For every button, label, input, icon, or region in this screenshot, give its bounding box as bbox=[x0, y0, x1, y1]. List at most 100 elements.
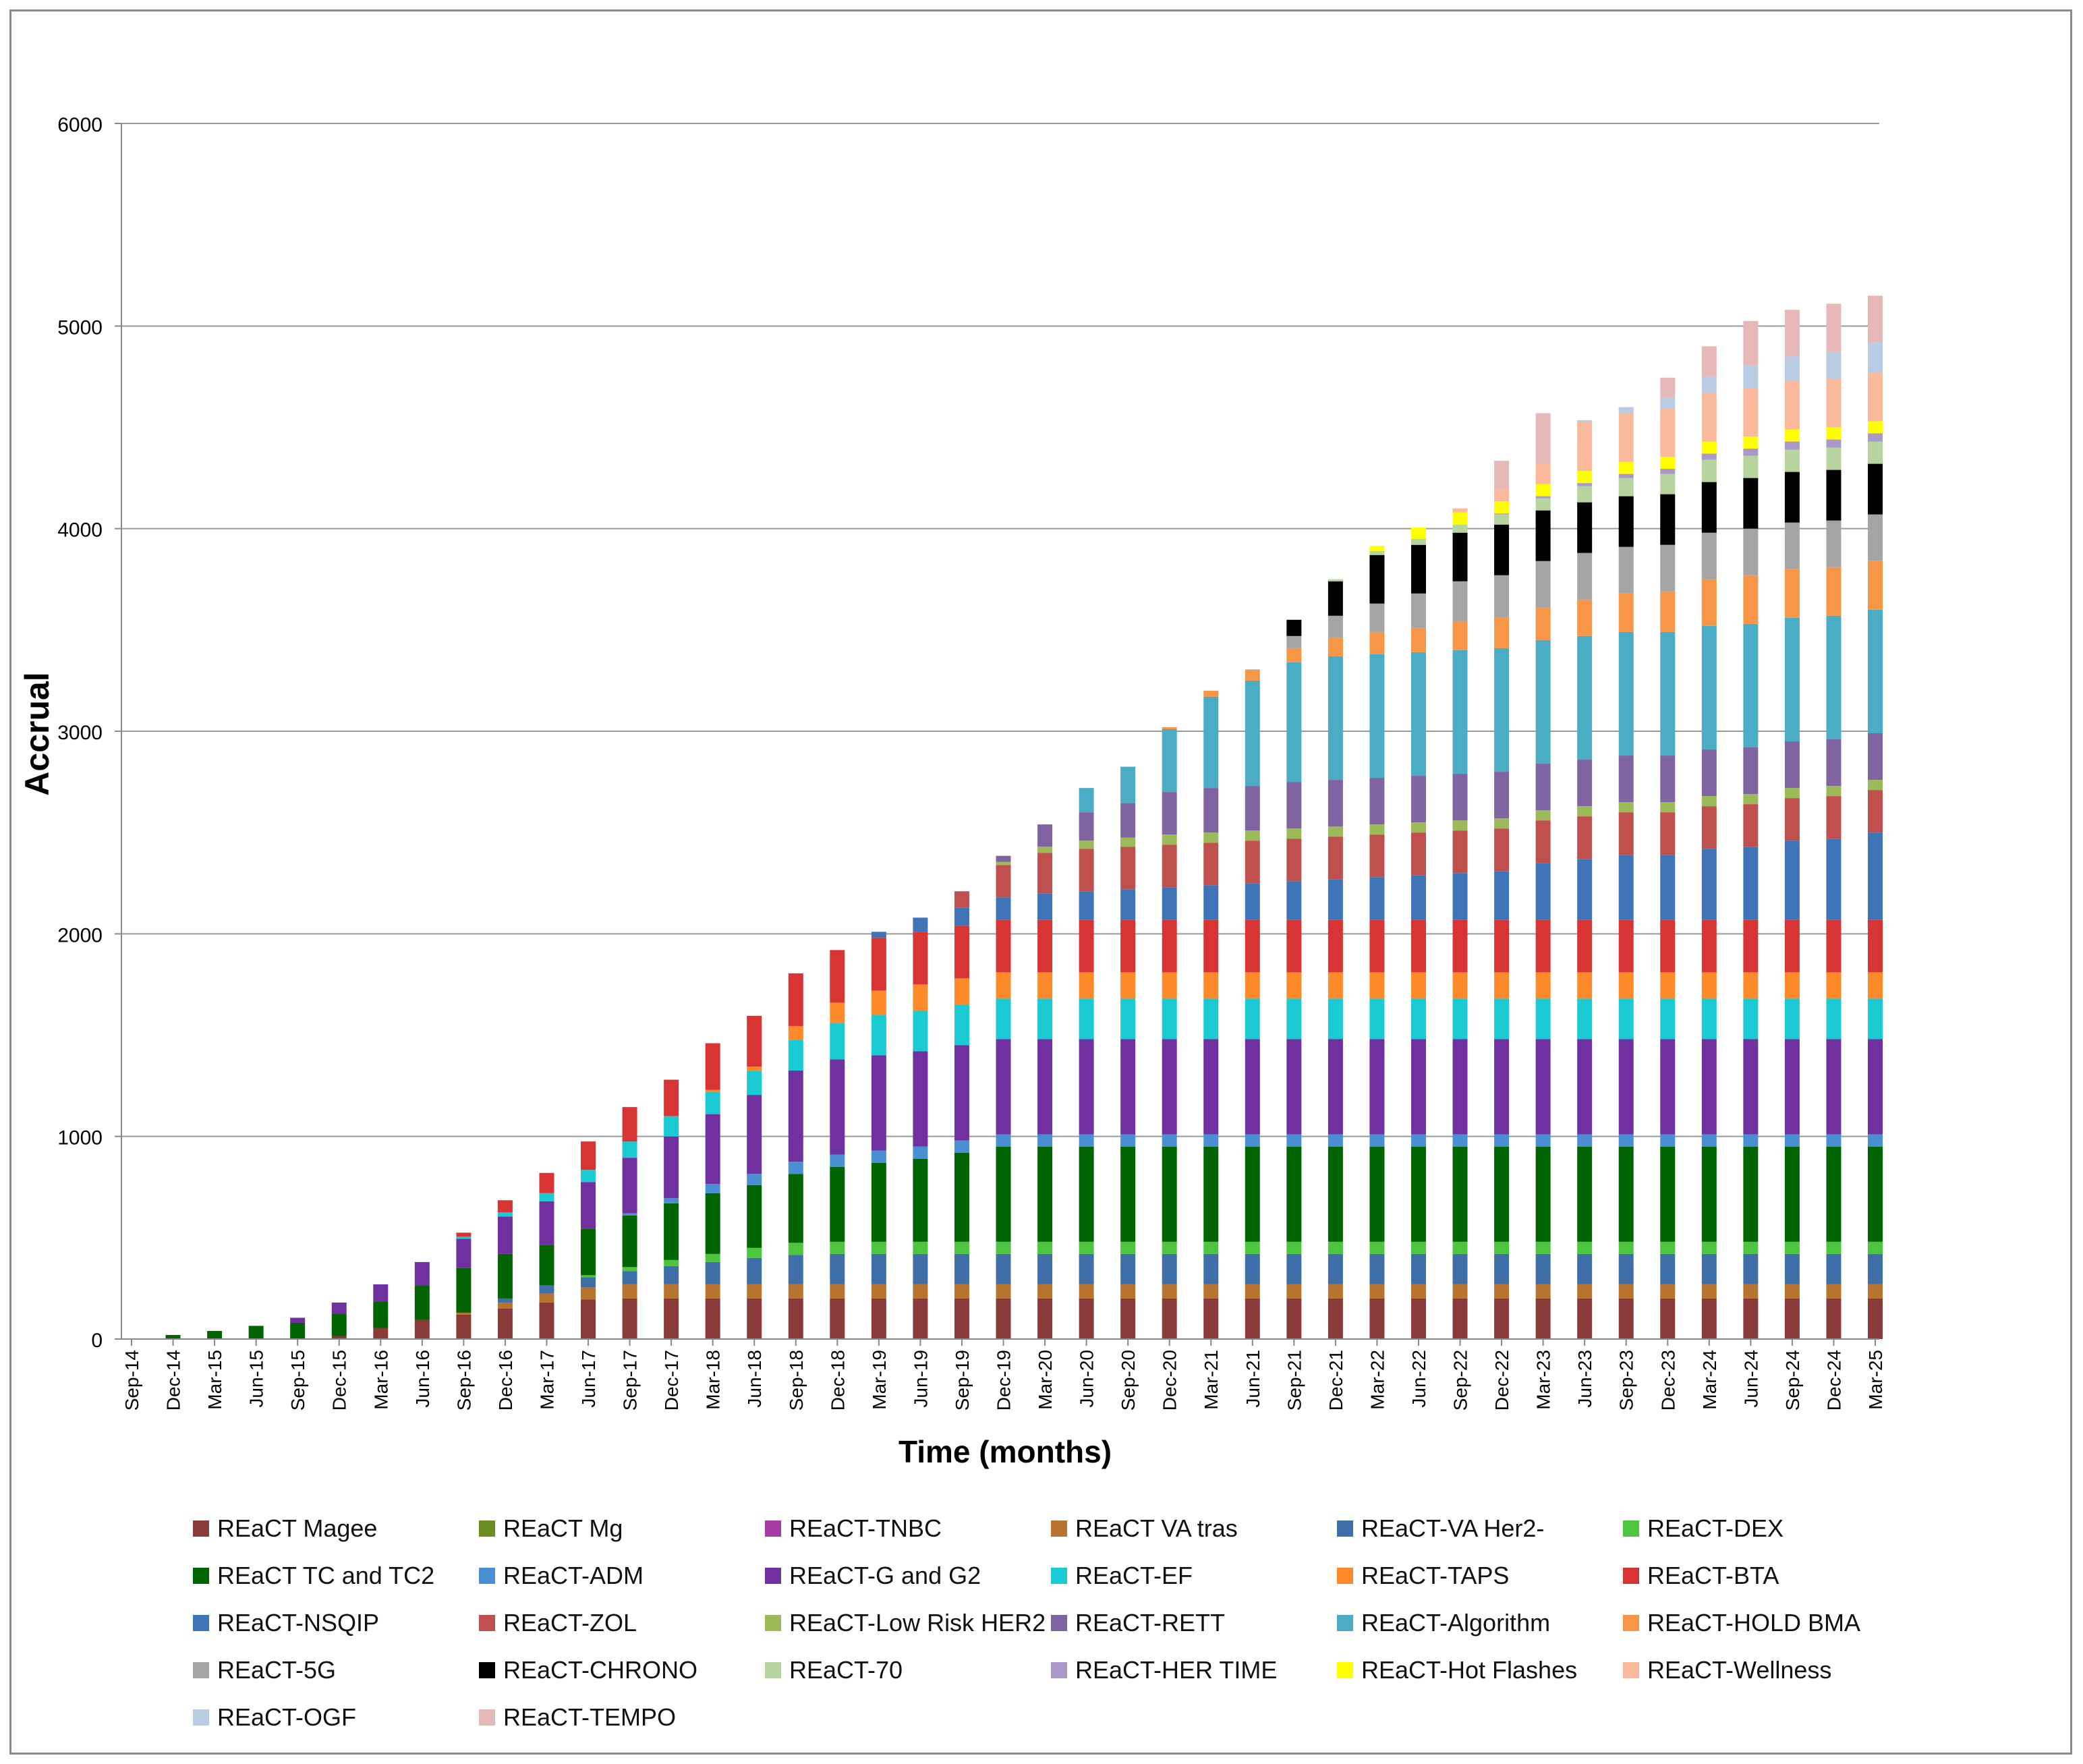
bar-segment bbox=[1452, 1284, 1468, 1299]
bar-segment bbox=[1203, 885, 1219, 920]
bar-segment bbox=[1286, 635, 1302, 648]
bar-segment bbox=[1494, 972, 1510, 999]
bar-segment bbox=[1535, 1134, 1551, 1147]
bar-segment bbox=[1410, 593, 1426, 628]
bar-segment bbox=[1079, 919, 1094, 973]
x-tick-label: Jun-21 bbox=[1243, 1350, 1263, 1408]
bar-segment bbox=[1743, 1298, 1759, 1339]
bar-segment bbox=[1701, 393, 1717, 442]
bar-segment bbox=[1452, 919, 1468, 973]
x-tick-label: Mar-18 bbox=[703, 1350, 724, 1410]
legend-swatch bbox=[479, 1615, 495, 1631]
bar-segment bbox=[913, 1158, 928, 1242]
bar-segment bbox=[996, 1039, 1011, 1135]
bar-segment bbox=[1826, 1146, 1842, 1242]
bar-segment bbox=[1079, 972, 1094, 999]
legend-label: REaCT-Low Risk HER2 bbox=[789, 1609, 1046, 1637]
bar-segment bbox=[871, 990, 886, 1015]
bar-segment bbox=[788, 973, 803, 1026]
bar-segment bbox=[1868, 733, 1883, 780]
bar-segment bbox=[1743, 449, 1759, 456]
bar-segment bbox=[1535, 561, 1551, 608]
bar-segment bbox=[1245, 998, 1260, 1040]
bar-segment bbox=[1328, 1298, 1343, 1339]
bar-segment bbox=[1162, 919, 1177, 973]
bar-segment bbox=[705, 1298, 720, 1339]
bar-segment bbox=[1826, 998, 1842, 1040]
bar-segment bbox=[1868, 609, 1883, 734]
x-tick-label: Sep-17 bbox=[620, 1350, 641, 1411]
bar-segment bbox=[1618, 802, 1634, 813]
bar-segment bbox=[1701, 346, 1717, 377]
bar-segment bbox=[1618, 1039, 1634, 1135]
bar-segment bbox=[1660, 1146, 1676, 1242]
bar-segment bbox=[1162, 834, 1177, 845]
bar-segment bbox=[705, 1253, 720, 1262]
x-tick-label: Jun-19 bbox=[910, 1350, 931, 1408]
bar-segment bbox=[1577, 1241, 1593, 1254]
bar-segment bbox=[1245, 1298, 1260, 1339]
bar-segment bbox=[1660, 469, 1676, 474]
bar-segment bbox=[1660, 855, 1676, 920]
bar-segment bbox=[1162, 729, 1177, 793]
x-tick-label: Jun-15 bbox=[246, 1350, 267, 1408]
bar-segment bbox=[1162, 1298, 1177, 1339]
bar-segment bbox=[497, 1298, 513, 1303]
bar-segment bbox=[1577, 635, 1593, 760]
bar-segment bbox=[1410, 1039, 1426, 1135]
bar-segment bbox=[1162, 1039, 1177, 1135]
bar-segment bbox=[1868, 421, 1883, 434]
x-tick-label: Jun-16 bbox=[412, 1350, 433, 1408]
legend-item: REaCT-RETT bbox=[1051, 1603, 1225, 1643]
bar-segment bbox=[1660, 494, 1676, 545]
bar-segment bbox=[1452, 820, 1468, 831]
bar-segment bbox=[1701, 453, 1717, 460]
bar-segment bbox=[996, 861, 1011, 865]
bar-segment bbox=[1410, 1241, 1426, 1254]
bar-segment bbox=[830, 1023, 845, 1060]
bar-segment bbox=[1328, 1241, 1343, 1254]
legend-item: REaCT-Low Risk HER2 bbox=[765, 1603, 1046, 1643]
legend-swatch bbox=[1051, 1615, 1067, 1631]
bar-segment bbox=[373, 1284, 389, 1302]
bar-segment bbox=[1245, 972, 1260, 999]
bar-segment bbox=[1410, 544, 1426, 594]
bar-segment bbox=[1245, 1253, 1260, 1284]
bar-segment bbox=[1369, 554, 1385, 604]
bar-segment bbox=[664, 1259, 679, 1266]
bar-segment bbox=[1701, 796, 1717, 807]
bar-segment bbox=[1328, 919, 1343, 973]
bar-segment bbox=[1577, 1134, 1593, 1147]
bar-segment bbox=[1577, 486, 1593, 503]
bar-segment bbox=[996, 897, 1011, 920]
bar-segment bbox=[1660, 377, 1676, 398]
bar-segment bbox=[1660, 407, 1676, 457]
bar-segment bbox=[1037, 1241, 1053, 1254]
bar-segment bbox=[871, 1284, 886, 1299]
bar-segment bbox=[1618, 474, 1634, 478]
bar-segment bbox=[1286, 1284, 1302, 1299]
bar-segment bbox=[1037, 853, 1053, 894]
bar-segment bbox=[1410, 1146, 1426, 1242]
bar-segment bbox=[1369, 654, 1385, 778]
bar-segment bbox=[1535, 496, 1551, 499]
bar-segment bbox=[1079, 1146, 1094, 1242]
bar-segment bbox=[1784, 1146, 1800, 1242]
bar-segment bbox=[1535, 607, 1551, 640]
bar-segment bbox=[456, 1312, 472, 1315]
bar-segment bbox=[1618, 756, 1634, 803]
bar-segment bbox=[1245, 1241, 1260, 1254]
bar-segment bbox=[1826, 447, 1842, 470]
bar-segment bbox=[1286, 1146, 1302, 1242]
legend-swatch bbox=[1051, 1520, 1067, 1537]
bar-segment bbox=[1369, 1241, 1385, 1254]
bars bbox=[165, 295, 1883, 1339]
bar-segment bbox=[747, 1257, 762, 1284]
bar-segment bbox=[1328, 879, 1343, 920]
bar-segment bbox=[581, 1170, 596, 1183]
legend-label: REaCT-HOLD BMA bbox=[1647, 1609, 1861, 1637]
bar-segment bbox=[1577, 1146, 1593, 1242]
bar-segment bbox=[1868, 295, 1883, 343]
legend-label: REaCT-TAPS bbox=[1361, 1562, 1510, 1589]
bar-segment bbox=[1369, 972, 1385, 999]
